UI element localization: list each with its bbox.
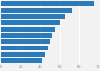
Bar bbox=[1, 58, 42, 63]
Bar bbox=[1, 20, 60, 25]
Bar bbox=[1, 46, 48, 50]
Bar bbox=[1, 27, 55, 32]
Bar bbox=[1, 14, 65, 19]
Bar bbox=[1, 1, 94, 6]
Bar bbox=[1, 33, 52, 38]
Bar bbox=[1, 52, 45, 57]
Bar bbox=[1, 39, 50, 44]
Bar bbox=[1, 8, 72, 13]
